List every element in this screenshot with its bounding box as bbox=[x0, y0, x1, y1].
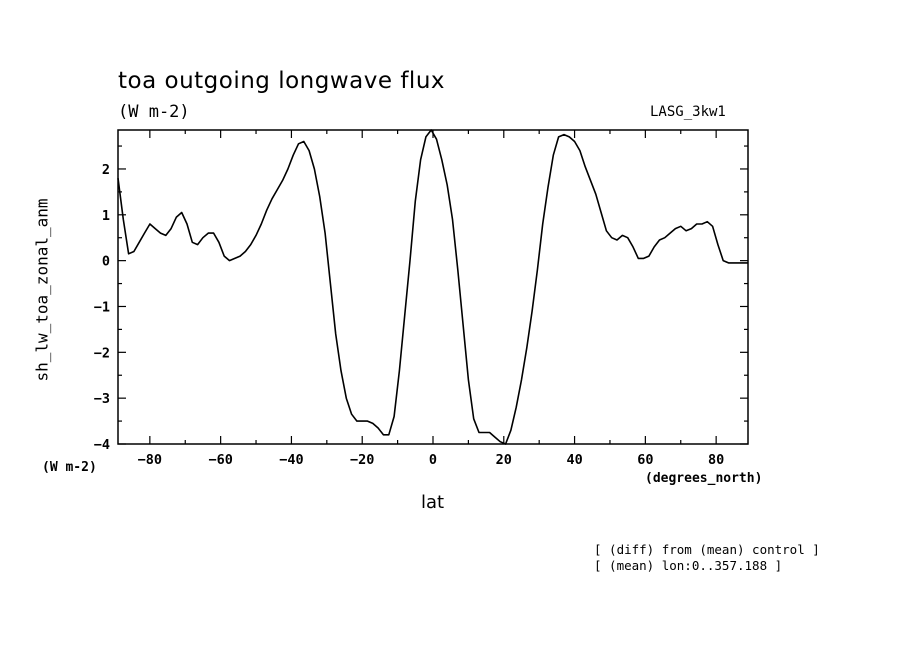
x-tick-label: 0 bbox=[429, 452, 437, 468]
y-tick-label: −1 bbox=[94, 299, 110, 315]
x-tick-label: −40 bbox=[279, 452, 303, 468]
x-tick-label: 40 bbox=[566, 452, 582, 468]
y-axis-units: (W m-2) bbox=[42, 460, 97, 475]
x-axis-units: (degrees_north) bbox=[645, 471, 763, 486]
x-tick-label: −80 bbox=[138, 452, 162, 468]
note-diff: [ (diff) from (mean) control ] bbox=[594, 542, 820, 557]
note-mean: [ (mean) lon:0..357.188 ] bbox=[594, 558, 783, 573]
chart-title: toa outgoing longwave flux bbox=[118, 68, 446, 94]
y-tick-label: −2 bbox=[94, 345, 110, 361]
plot-frame bbox=[117, 129, 749, 445]
y-tick-label: 2 bbox=[102, 162, 110, 178]
x-tick-label: −60 bbox=[208, 452, 232, 468]
run-label: LASG_3kw1 bbox=[650, 104, 726, 120]
y-tick-label: 1 bbox=[102, 208, 110, 224]
chart-units: (W m-2) bbox=[118, 102, 190, 122]
y-tick-label: 0 bbox=[102, 254, 110, 270]
series-line bbox=[117, 129, 748, 445]
axes: −80 −60 −40 −20 0 20 40 60 80 −4 −3 −2 −1 0 1 2 bbox=[94, 130, 748, 468]
y-tick-label: −3 bbox=[94, 391, 110, 407]
x-tick-label: 60 bbox=[637, 452, 653, 468]
x-tick-label: −20 bbox=[350, 452, 374, 468]
x-tick-label: 80 bbox=[708, 452, 724, 468]
x-axis-label: lat bbox=[421, 492, 445, 513]
x-tick-label: 20 bbox=[496, 452, 512, 468]
y-tick-label: −4 bbox=[94, 437, 110, 453]
